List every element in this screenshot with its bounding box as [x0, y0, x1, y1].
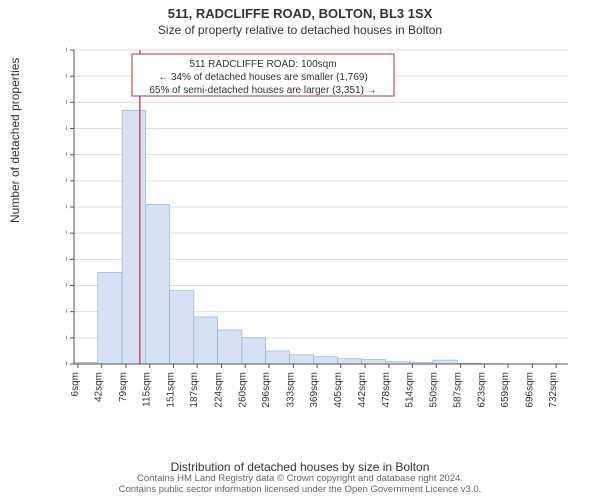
x-tick-label: 623sqm: [476, 372, 487, 408]
x-tick-label: 478sqm: [381, 372, 392, 408]
histogram-bar: [242, 338, 266, 364]
histogram-bar: [433, 360, 457, 364]
x-tick-label: 732sqm: [548, 372, 559, 408]
chart-area: 0 200 400 600 800 1000 1200 1400 1600 1800 2000 220…: [66, 46, 574, 426]
y-tick-label: 1200: [66, 202, 67, 213]
y-tick-label: 800: [66, 254, 67, 265]
x-tick-label: 696sqm: [524, 372, 535, 408]
y-tick-label: 400: [66, 307, 67, 318]
y-tick-label: 1400: [66, 176, 67, 187]
histogram-bar: [122, 110, 146, 364]
x-tick-label: 333sqm: [285, 372, 296, 408]
annotation-line: 65% of semi-detached houses are larger (…: [149, 85, 376, 96]
x-tick-label: 79sqm: [118, 372, 129, 402]
x-tick-label: 6sqm: [70, 372, 81, 396]
x-tick-label: 587sqm: [453, 372, 464, 408]
histogram-bar: [98, 272, 122, 364]
x-tick-label: 405sqm: [333, 372, 344, 408]
histogram-bar: [170, 291, 194, 364]
x-tick-label: 260sqm: [237, 372, 248, 408]
x-tick-label: 442sqm: [357, 372, 368, 408]
y-tick-label: 600: [66, 281, 67, 292]
x-tick-label: 42sqm: [94, 372, 105, 402]
y-tick-label: 2400: [66, 46, 67, 56]
x-tick-label: 514sqm: [405, 372, 416, 408]
annotation-line: 511 RADCLIFFE ROAD: 100sqm: [189, 59, 336, 70]
chart-title: 511, RADCLIFFE ROAD, BOLTON, BL3 1SX: [0, 0, 600, 21]
histogram-bar: [194, 317, 218, 364]
histogram-bar: [266, 351, 290, 364]
x-axis-label: Distribution of detached houses by size …: [0, 460, 600, 474]
y-tick-label: 1800: [66, 124, 67, 135]
y-tick-label: 200: [66, 333, 67, 344]
x-tick-label: 224sqm: [214, 372, 225, 408]
annotation-line: ← 34% of detached houses are smaller (1,…: [158, 72, 368, 83]
chart-subtitle: Size of property relative to detached ho…: [0, 21, 600, 37]
x-tick-label: 151sqm: [165, 372, 176, 408]
x-tick-label: 659sqm: [500, 372, 511, 408]
footer-attribution: Contains HM Land Registry data © Crown c…: [0, 474, 600, 496]
y-tick-label: 2200: [66, 71, 67, 82]
histogram-bar: [337, 359, 361, 364]
x-tick-label: 550sqm: [428, 372, 439, 408]
histogram-bar: [146, 204, 170, 364]
histogram-bar: [218, 330, 242, 364]
x-tick-label: 369sqm: [309, 372, 320, 408]
x-tick-label: 187sqm: [189, 372, 200, 408]
y-tick-label: 0: [66, 359, 67, 370]
x-tick-label: 115sqm: [142, 372, 153, 407]
histogram-bar: [361, 359, 385, 364]
y-tick-label: 1600: [66, 150, 67, 161]
y-tick-label: 2000: [66, 97, 67, 108]
x-tick-label: 296sqm: [261, 372, 272, 408]
y-axis-label: Number of detached properties: [8, 58, 22, 223]
y-tick-label: 1000: [66, 228, 67, 239]
histogram-bar: [314, 357, 338, 364]
histogram-bar: [289, 355, 313, 364]
